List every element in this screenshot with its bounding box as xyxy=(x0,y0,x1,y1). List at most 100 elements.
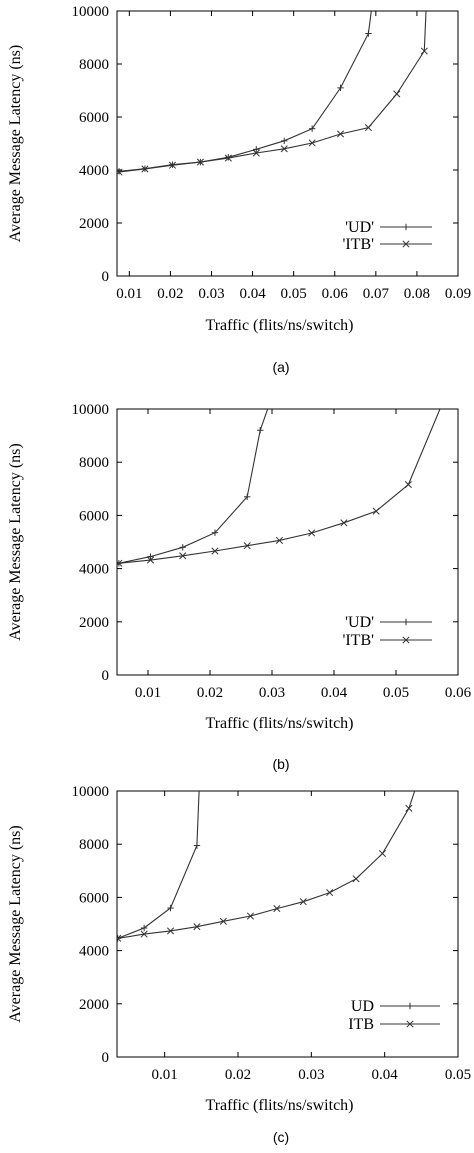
data-point xyxy=(372,507,380,515)
y-tick-label: 10000 xyxy=(72,402,110,418)
x-tick-label: 0.04 xyxy=(372,1067,399,1083)
data-point xyxy=(196,158,204,166)
x-tick-label: 0.05 xyxy=(281,286,307,302)
x-tick-label: 0.03 xyxy=(259,685,285,701)
y-tick-label: 2000 xyxy=(79,615,109,631)
x-axis-title: Traffic (flits/ns/switch) xyxy=(206,1097,354,1114)
series-ud xyxy=(117,791,201,942)
y-tick-label: 2000 xyxy=(79,997,109,1013)
legend-label: 'ITB' xyxy=(342,236,374,253)
y-tick-label: 8000 xyxy=(79,57,109,73)
data-point xyxy=(219,917,227,925)
y-tick-label: 4000 xyxy=(79,163,109,179)
panel-label: (c) xyxy=(273,1129,289,1145)
data-point xyxy=(405,804,413,812)
x-tick-label: 0.08 xyxy=(404,286,430,302)
x-tick-label: 0.06 xyxy=(445,685,472,701)
plot-frame xyxy=(116,790,459,1058)
data-point xyxy=(146,556,155,564)
data-point xyxy=(140,930,148,938)
data-point xyxy=(308,139,316,147)
data-point xyxy=(252,149,260,157)
x-axis-title: Traffic (flits/ns/switch) xyxy=(206,715,354,732)
data-point xyxy=(117,934,122,940)
y-tick-label: 10000 xyxy=(72,784,110,800)
x-tick-label: 0.01 xyxy=(152,1067,178,1083)
x-tick-label: 0.04 xyxy=(321,685,348,701)
y-tick-label: 0 xyxy=(102,668,110,684)
x-tick-label: 0.02 xyxy=(197,685,223,701)
chart-panel-a: 0 2000 4000 6000 8000 10000 0.01 0.02 0.03 0.04 0.… xyxy=(7,4,471,375)
data-point xyxy=(273,905,281,913)
x-tick-label: 0.03 xyxy=(198,286,224,302)
chart-panel-c: 0 2000 4000 6000 8000 10000 0.01 0.02 0.03 0.04 0.… xyxy=(7,784,471,1145)
y-tick-label: 0 xyxy=(102,1050,110,1066)
y-tick-label: 2000 xyxy=(79,216,109,232)
data-point xyxy=(141,165,149,173)
data-point xyxy=(275,536,283,544)
legend-marker xyxy=(402,636,410,644)
y-tick-label: 8000 xyxy=(79,455,109,471)
data-point xyxy=(117,168,123,175)
data-point xyxy=(378,849,387,858)
data-point xyxy=(193,923,201,931)
data-point xyxy=(243,542,251,550)
legend-label: 'ITB' xyxy=(342,632,374,649)
data-point xyxy=(308,529,316,537)
data-point xyxy=(168,161,177,169)
data-point xyxy=(352,875,360,883)
series-ud xyxy=(117,11,372,175)
data-point xyxy=(404,480,412,489)
x-tick-label: 0.02 xyxy=(157,286,183,302)
y-tick-label: 4000 xyxy=(79,944,109,960)
data-point xyxy=(179,552,187,560)
data-point xyxy=(340,519,348,527)
y-tick-label: 6000 xyxy=(79,890,109,906)
plot-frame xyxy=(116,10,459,277)
data-point xyxy=(393,90,401,98)
series-line xyxy=(117,791,416,939)
x-tick-label: 0.03 xyxy=(298,1067,324,1083)
x-axis-title: Traffic (flits/ns/switch) xyxy=(206,317,354,334)
chart-panel-b: 0 2000 4000 6000 8000 10000 0.01 0.02 0.03 0.04 0.… xyxy=(7,402,472,772)
legend-marker xyxy=(406,1020,414,1028)
plot-frame xyxy=(116,408,459,676)
series-itb xyxy=(117,409,441,567)
series-itb xyxy=(117,791,416,942)
x-tick-label: 0.05 xyxy=(383,685,409,701)
legend-label: UD xyxy=(351,998,374,1015)
panel-label: (a) xyxy=(272,359,289,375)
data-point xyxy=(299,898,307,906)
x-tick-label: 0.05 xyxy=(445,1067,471,1083)
data-point xyxy=(211,547,219,555)
data-point xyxy=(280,145,288,153)
y-axis-title: Average Message Latency (ns) xyxy=(7,825,24,1022)
y-tick-label: 8000 xyxy=(79,837,109,853)
y-axis-title: Average Message Latency (ns) xyxy=(7,443,24,640)
series-line xyxy=(119,11,427,173)
y-tick-label: 6000 xyxy=(79,508,109,524)
panel-label: (b) xyxy=(272,756,289,772)
legend-marker xyxy=(402,240,410,248)
legend-label: 'UD' xyxy=(345,614,374,631)
x-tick-label: 0.06 xyxy=(322,286,349,302)
legend-label: ITB xyxy=(348,1016,374,1033)
data-point xyxy=(224,154,232,162)
data-point xyxy=(166,927,175,935)
x-tick-label: 0.07 xyxy=(363,286,390,302)
data-point xyxy=(117,559,123,566)
x-tick-label: 0.09 xyxy=(445,286,471,302)
data-point xyxy=(364,124,372,132)
series-line xyxy=(117,791,200,939)
series-line xyxy=(119,11,372,172)
y-tick-label: 4000 xyxy=(79,562,109,578)
data-point xyxy=(420,47,428,55)
y-tick-label: 0 xyxy=(102,269,110,285)
data-point xyxy=(246,912,255,920)
series-line xyxy=(118,409,269,564)
y-tick-label: 6000 xyxy=(79,110,109,126)
x-tick-label: 0.01 xyxy=(135,685,161,701)
data-point xyxy=(336,130,345,138)
y-tick-label: 10000 xyxy=(72,4,110,20)
